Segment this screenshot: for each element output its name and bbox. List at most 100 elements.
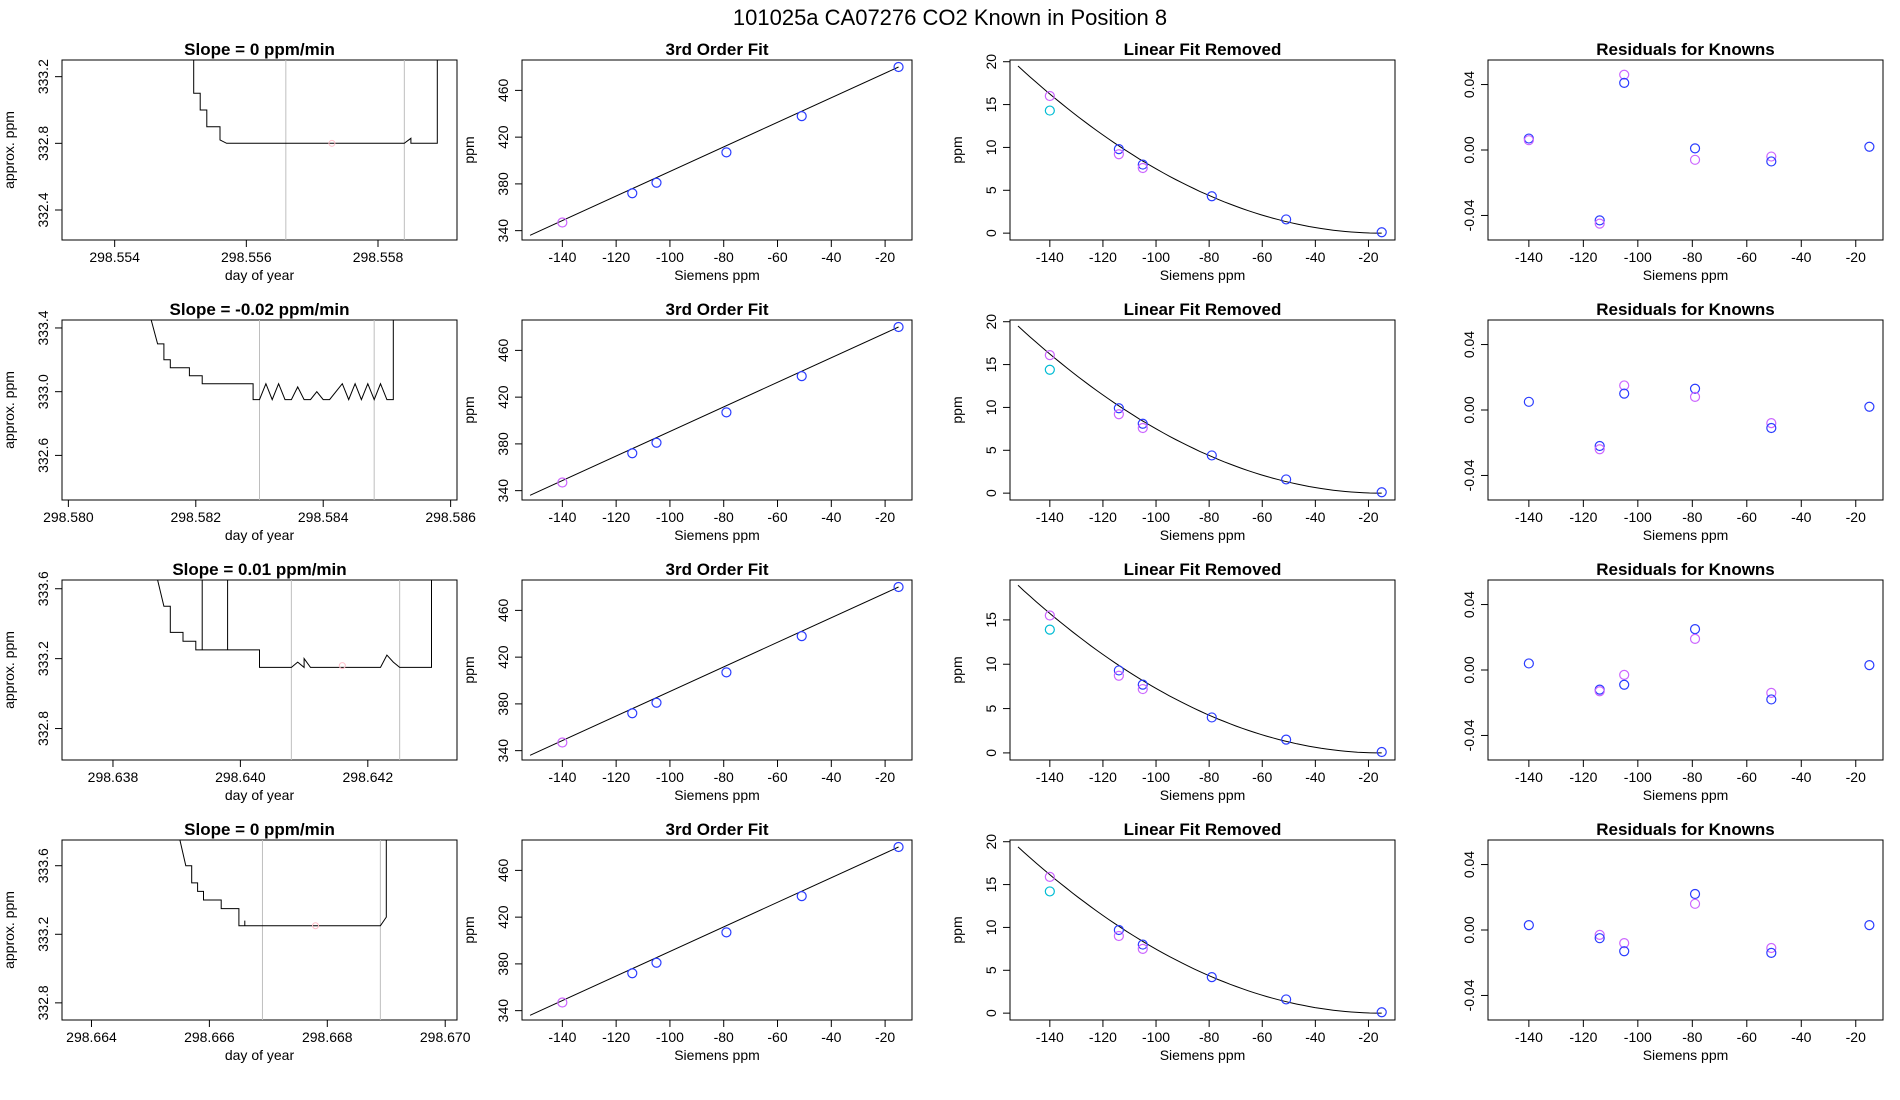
data-point xyxy=(627,708,638,719)
x-tick-label: -120 xyxy=(602,509,630,525)
data-point xyxy=(1766,417,1777,429)
y-tick-label: 420 xyxy=(495,385,511,409)
data-point xyxy=(1044,610,1055,621)
data-point xyxy=(1689,888,1701,900)
x-tick-label: -140 xyxy=(1515,1029,1543,1045)
x-tick-label: -20 xyxy=(875,509,895,525)
concentration-trace xyxy=(157,579,432,669)
x-axis-label: Siemens ppm xyxy=(1160,787,1246,803)
y-axis-label: approx. ppm xyxy=(1,631,17,709)
data-point xyxy=(1206,450,1217,461)
y-tick-label: 5 xyxy=(983,704,999,712)
y-tick-label: 15 xyxy=(983,877,999,893)
x-tick-label: -80 xyxy=(714,249,734,265)
x-tick-label: 298.666 xyxy=(184,1029,235,1045)
data-point xyxy=(627,188,638,199)
x-tick-label: -120 xyxy=(602,769,630,785)
data-point xyxy=(1113,144,1124,155)
panel-title: Residuals for Knowns xyxy=(1596,820,1775,839)
x-axis-label: Siemens ppm xyxy=(1160,1047,1246,1063)
data-point xyxy=(1619,69,1630,80)
x-tick-label: -60 xyxy=(1737,769,1757,785)
data-point xyxy=(721,667,732,678)
panel-title: Residuals for Knowns xyxy=(1596,560,1775,579)
y-tick-label: -0.04 xyxy=(1461,719,1477,751)
fit-curve xyxy=(1017,584,1382,754)
panel-title: Linear Fit Removed xyxy=(1124,300,1282,319)
panel-3-3: Linear Fit Removed Siemens ppm ppm -140 -120… xyxy=(949,560,1396,803)
data-point xyxy=(1766,947,1777,959)
y-tick-label: 380 xyxy=(495,692,511,716)
y-tick-label: 0.00 xyxy=(1461,136,1477,163)
panel-title: Slope = 0.01 ppm/min xyxy=(172,560,346,579)
x-tick-label: -100 xyxy=(1142,1029,1170,1045)
fit-line xyxy=(529,846,899,1016)
plot-frame xyxy=(1009,839,1396,1021)
panel-2-3: Linear Fit Removed Siemens ppm ppm -140 -120… xyxy=(949,300,1396,543)
plot-frame xyxy=(1009,59,1396,241)
x-tick-label: -80 xyxy=(1682,249,1702,265)
data-point xyxy=(651,437,662,448)
x-tick-label: -60 xyxy=(1737,509,1757,525)
y-tick-label: 333.6 xyxy=(35,848,51,883)
data-point xyxy=(651,697,662,708)
x-tick-label: -120 xyxy=(1089,249,1117,265)
y-tick-label: 420 xyxy=(495,905,511,929)
data-point xyxy=(1864,401,1875,412)
panel-2-1: Slope = -0.02 ppm/min day of year approx. … xyxy=(1,300,476,543)
x-tick-label: -80 xyxy=(714,509,734,525)
y-tick-label: 5 xyxy=(983,446,999,454)
data-point xyxy=(1113,924,1124,936)
y-tick-label: 380 xyxy=(495,432,511,456)
panel-title: Linear Fit Removed xyxy=(1124,40,1282,59)
data-point xyxy=(1376,487,1387,498)
x-tick-label: 298.664 xyxy=(66,1029,117,1045)
y-tick-label: 460 xyxy=(495,598,511,622)
x-axis-label: day of year xyxy=(225,527,295,543)
data-point xyxy=(1137,162,1148,174)
x-axis-label: Siemens ppm xyxy=(1643,787,1729,803)
plot-frame xyxy=(521,579,913,761)
plot-frame xyxy=(1487,839,1884,1021)
data-point xyxy=(1044,871,1055,882)
data-point xyxy=(1766,156,1777,167)
data-point xyxy=(557,997,568,1008)
x-axis-label: day of year xyxy=(225,267,295,283)
x-tick-label: 298.580 xyxy=(43,509,94,525)
x-tick-label: -100 xyxy=(1624,1029,1652,1045)
plot-frame xyxy=(61,579,458,761)
x-tick-label: -100 xyxy=(1142,509,1170,525)
data-point xyxy=(893,581,904,593)
x-tick-label: -140 xyxy=(1515,509,1543,525)
data-point xyxy=(1113,149,1124,160)
x-tick-label: -60 xyxy=(1737,1029,1757,1045)
mean-marker xyxy=(338,662,346,670)
panel-4-1: Slope = 0 ppm/min day of year approx. ppm 2… xyxy=(1,820,471,1063)
y-tick-label: -0.04 xyxy=(1461,199,1477,231)
data-point xyxy=(1619,937,1630,949)
y-tick-label: 15 xyxy=(983,97,999,113)
y-axis-label: ppm xyxy=(461,916,477,943)
data-point xyxy=(1766,151,1777,162)
data-point xyxy=(651,177,662,188)
x-axis-label: Siemens ppm xyxy=(674,527,760,543)
x-tick-label: -60 xyxy=(1252,249,1272,265)
data-point xyxy=(1594,686,1605,697)
x-axis-label: day of year xyxy=(225,787,295,803)
x-tick-label: -40 xyxy=(1791,249,1811,265)
x-tick-label: -40 xyxy=(821,249,841,265)
concentration-trace xyxy=(179,839,387,927)
x-tick-label: -100 xyxy=(656,249,684,265)
panel-grid: Slope = 0 ppm/min day of year approx. ppm 2… xyxy=(1,40,1884,1063)
data-point xyxy=(1376,227,1387,238)
x-tick-label: -80 xyxy=(1199,1029,1219,1045)
x-tick-label: -140 xyxy=(1515,249,1543,265)
x-tick-label: -40 xyxy=(1305,1029,1325,1045)
panel-3-1: Slope = 0.01 ppm/min day of year approx. p… xyxy=(1,560,458,803)
y-tick-label: 0 xyxy=(983,1009,999,1017)
y-tick-label: 420 xyxy=(495,645,511,669)
x-tick-label: 298.642 xyxy=(343,769,394,785)
data-point xyxy=(1523,658,1534,669)
x-tick-label: -120 xyxy=(602,249,630,265)
